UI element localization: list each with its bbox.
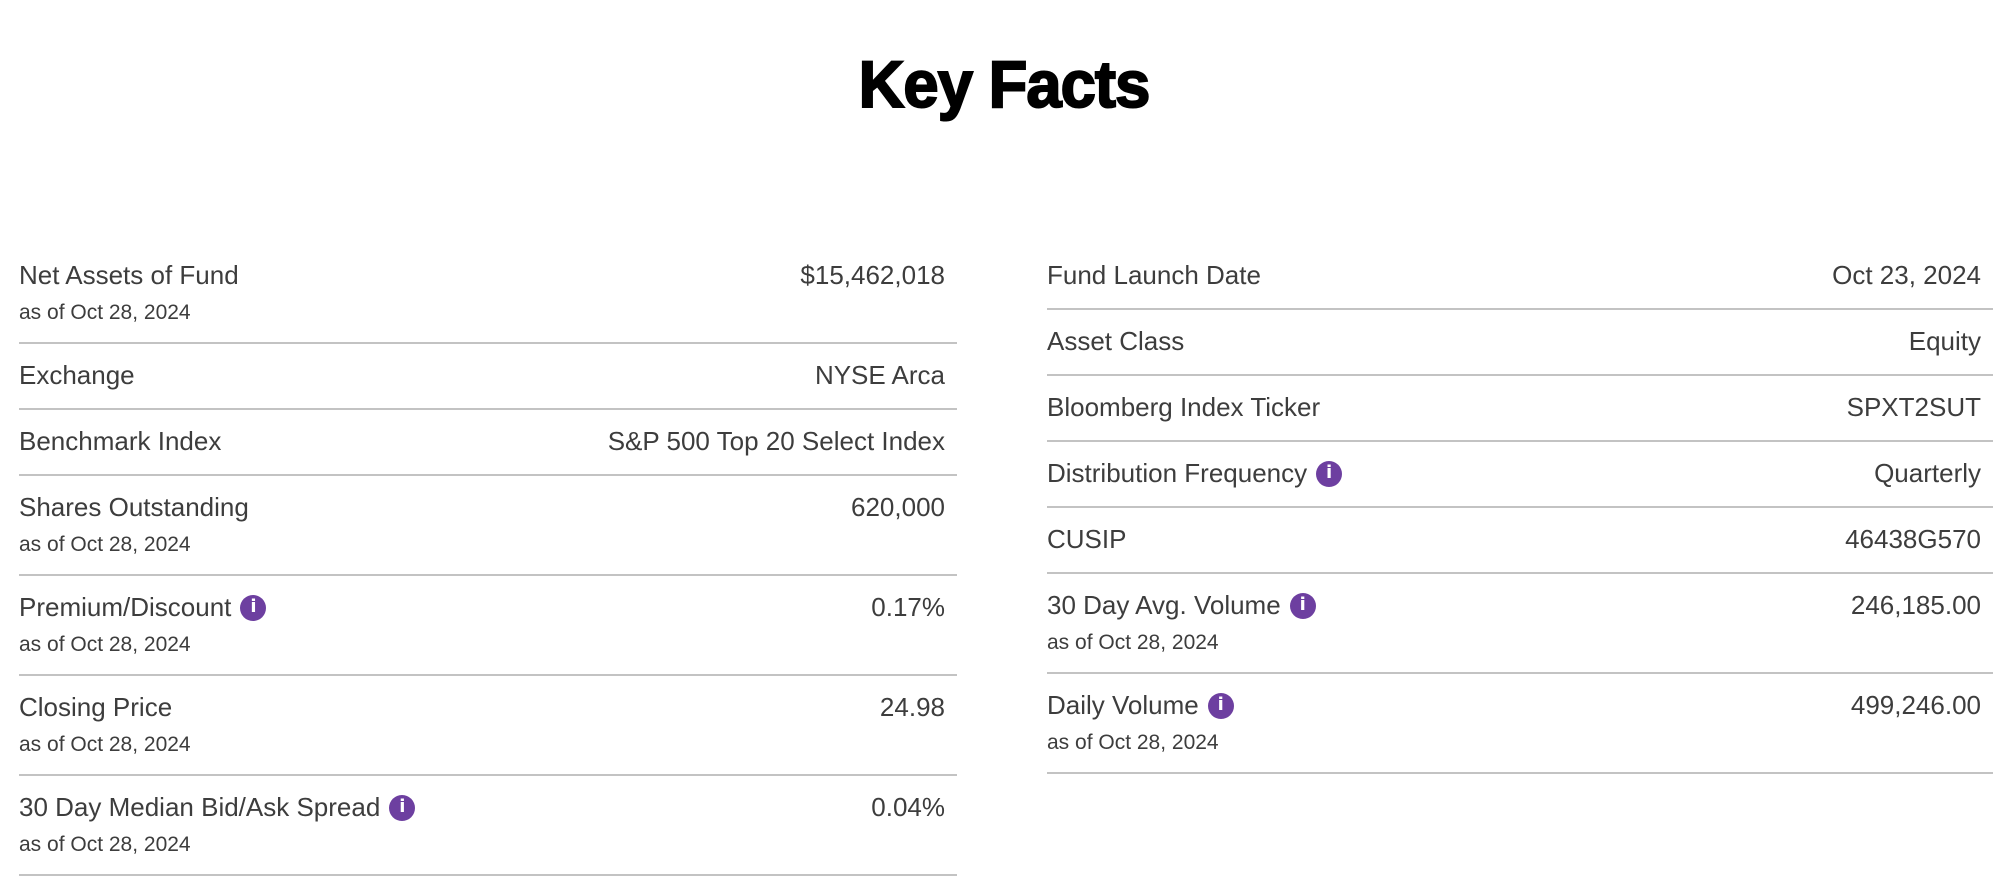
key-facts-row: Benchmark Index S&P 500 Top 20 Select In… [19,410,957,476]
info-icon-glyph: i [250,596,257,617]
fact-label: Exchange [19,359,135,392]
key-facts-row: Shares Outstanding as of Oct 28, 2024 62… [19,476,957,576]
fact-value: Equity [1908,326,1981,356]
fact-label-text: 30 Day Median Bid/Ask Spread [19,792,381,822]
info-icon[interactable]: i [1316,460,1343,487]
info-icon-glyph: i [399,796,406,817]
fact-value: Oct 23, 2024 [1832,260,1981,290]
fact-label-text: Benchmark Index [19,426,222,456]
fact-as-of-date: as of Oct 28, 2024 [19,301,191,324]
fact-label-group: Bloomberg Index Ticker [1047,391,1320,424]
key-facts-row: Premium/Discount i as of Oct 28, 2024 0.… [19,576,957,676]
key-facts-row: Asset Class Equity [1047,310,1993,376]
fact-label: Closing Price [19,691,191,724]
fact-label-group: Asset Class [1047,325,1184,358]
fact-value: SPXT2SUT [1846,392,1981,422]
info-icon-glyph: i [1299,594,1306,615]
fact-as-of-date: as of Oct 28, 2024 [19,833,191,856]
key-facts-section: Net Assets of Fund as of Oct 28, 2024 $1… [19,246,1993,876]
key-facts-row: Fund Launch Date Oct 23, 2024 [1047,246,1993,310]
key-facts-row: Bloomberg Index Ticker SPXT2SUT [1047,376,1993,442]
fact-label-text: Closing Price [19,692,173,722]
info-icon[interactable]: i [389,794,416,821]
fact-as-of-date: as of Oct 28, 2024 [19,733,191,756]
fact-value: NYSE Arca [814,360,945,390]
fact-value: S&P 500 Top 20 Select Index [607,426,945,456]
fact-label: Bloomberg Index Ticker [1047,391,1320,424]
key-facts-row: Exchange NYSE Arca [19,344,957,410]
fact-label-text: 30 Day Avg. Volume [1047,590,1281,620]
fact-label-group: Shares Outstanding as of Oct 28, 2024 [19,491,249,558]
key-facts-row: 30 Day Avg. Volume i as of Oct 28, 2024 … [1047,574,1993,674]
fact-value: 246,185.00 [1850,590,1981,620]
fact-label-group: CUSIP [1047,523,1126,556]
fact-label-group: Premium/Discount i as of Oct 28, 2024 [19,591,267,658]
key-facts-row: 30 Day Median Bid/Ask Spread i as of Oct… [19,776,957,876]
fact-as-of-date: as of Oct 28, 2024 [19,533,191,556]
key-facts-row: Distribution Frequency i Quarterly [1047,442,1993,508]
fact-label: Net Assets of Fund [19,259,239,292]
fact-value: 620,000 [851,492,945,522]
fact-label-text: Premium/Discount [19,592,232,622]
fact-label-group: Fund Launch Date [1047,259,1261,292]
fact-label: Premium/Discount i [19,591,267,624]
fact-label-group: Daily Volume i as of Oct 28, 2024 [1047,689,1234,756]
fact-value: 24.98 [879,692,945,722]
fact-label: Fund Launch Date [1047,259,1261,292]
fact-value: Quarterly [1874,458,1981,488]
fact-label: CUSIP [1047,523,1126,556]
fact-label: Daily Volume i [1047,689,1234,722]
key-facts-row: Net Assets of Fund as of Oct 28, 2024 $1… [19,246,957,344]
fact-label: Shares Outstanding [19,491,249,524]
fact-as-of-date: as of Oct 28, 2024 [1047,631,1219,654]
key-facts-row: CUSIP 46438G570 [1047,508,1993,574]
fact-label-group: Closing Price as of Oct 28, 2024 [19,691,191,758]
fact-label-group: Distribution Frequency i [1047,457,1343,490]
fact-value: 0.04% [871,792,945,822]
key-facts-row: Closing Price as of Oct 28, 2024 24.98 [19,676,957,776]
fact-label-group: 30 Day Avg. Volume i as of Oct 28, 2024 [1047,589,1316,656]
info-icon[interactable]: i [240,594,267,621]
fact-label-text: Bloomberg Index Ticker [1047,392,1321,422]
fact-value: 0.17% [871,592,945,622]
fact-label-group: 30 Day Median Bid/Ask Spread i as of Oct… [19,791,416,858]
info-icon-glyph: i [1326,462,1333,483]
fact-as-of-date: as of Oct 28, 2024 [19,633,191,656]
fact-value: $15,462,018 [800,260,945,290]
fact-label-group: Exchange [19,359,135,392]
key-facts-column-left: Net Assets of Fund as of Oct 28, 2024 $1… [19,246,957,876]
info-icon[interactable]: i [1207,692,1234,719]
fact-label-text: Daily Volume [1047,690,1199,720]
fact-label-text: Exchange [19,360,135,390]
info-icon[interactable]: i [1289,592,1316,619]
fact-label: 30 Day Median Bid/Ask Spread i [19,791,416,824]
key-facts-column-right: Fund Launch Date Oct 23, 2024 Asset Clas… [1047,246,1993,774]
fact-as-of-date: as of Oct 28, 2024 [1047,731,1219,754]
fact-label: Distribution Frequency i [1047,457,1343,490]
fact-label-text: CUSIP [1047,524,1127,554]
fact-label-text: Net Assets of Fund [19,260,239,290]
fact-label-text: Fund Launch Date [1047,260,1261,290]
info-icon-glyph: i [1217,694,1224,715]
fact-label-text: Asset Class [1047,326,1185,356]
fact-label-group: Benchmark Index [19,425,221,458]
fact-label: Asset Class [1047,325,1184,358]
fact-label: Benchmark Index [19,425,221,458]
fact-value: 46438G570 [1845,524,1981,554]
fact-label: 30 Day Avg. Volume i [1047,589,1316,622]
fact-value: 499,246.00 [1850,690,1981,720]
page-title: Key Facts [858,46,1152,122]
fact-label-text: Shares Outstanding [19,492,249,522]
fact-label-text: Distribution Frequency [1047,458,1308,488]
fact-label-group: Net Assets of Fund as of Oct 28, 2024 [19,259,239,326]
key-facts-row: Daily Volume i as of Oct 28, 2024 499,24… [1047,674,1993,774]
